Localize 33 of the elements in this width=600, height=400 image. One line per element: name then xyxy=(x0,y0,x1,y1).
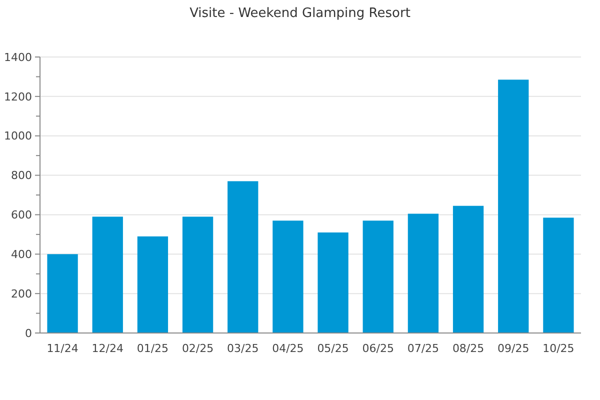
bar xyxy=(543,218,574,333)
x-tick-label: 11/24 xyxy=(46,342,78,355)
x-tick-label: 01/25 xyxy=(136,342,169,355)
bar xyxy=(362,220,394,333)
bar xyxy=(408,214,439,333)
y-tick-label: 1000 xyxy=(4,130,32,143)
x-tick-label: 07/25 xyxy=(407,342,440,355)
bar xyxy=(47,254,78,333)
bar xyxy=(452,206,484,333)
y-tick-label: 600 xyxy=(11,208,32,222)
bar xyxy=(272,220,304,333)
y-tick-label: 400 xyxy=(11,248,32,261)
y-tick-label: 800 xyxy=(11,169,32,182)
bar xyxy=(498,80,529,333)
bar xyxy=(182,216,214,333)
y-tick-label: 1400 xyxy=(4,50,32,64)
x-tick-label: 08/25 xyxy=(452,342,484,355)
x-tick-label: 09/25 xyxy=(498,342,530,355)
x-tick-label: 04/25 xyxy=(272,342,304,355)
x-tick-label: 12/24 xyxy=(92,342,124,355)
x-tick-label: 05/25 xyxy=(317,342,349,355)
x-tick-label: 02/25 xyxy=(182,342,214,355)
bar xyxy=(318,232,348,333)
y-tick-label: 0 xyxy=(25,326,32,340)
y-tick-label: 200 xyxy=(11,287,32,300)
y-tick-label: 1200 xyxy=(4,90,32,104)
chart-title: Visite - Weekend Glamping Resort xyxy=(190,6,410,21)
x-tick-label: 10/25 xyxy=(542,342,574,355)
x-tick-label: 06/25 xyxy=(362,342,394,355)
bar xyxy=(228,181,258,333)
bar xyxy=(137,236,168,333)
x-tick-label: 03/25 xyxy=(227,342,259,355)
bar xyxy=(92,216,123,333)
